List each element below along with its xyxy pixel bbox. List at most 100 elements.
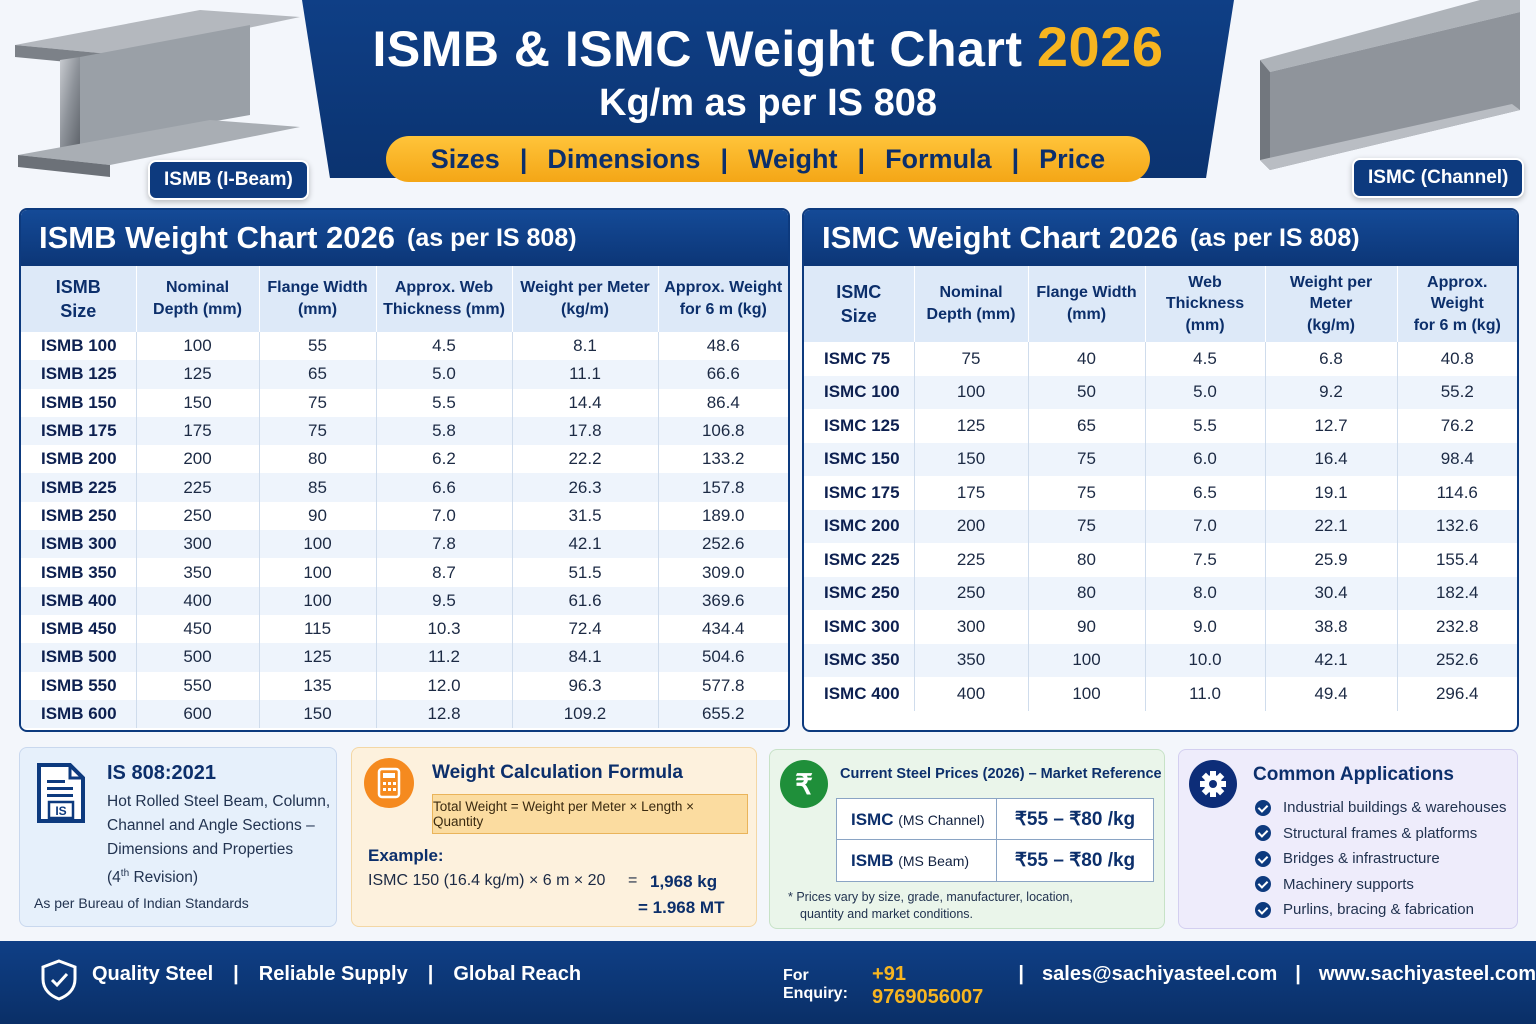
ismb-size-cell: ISMB 500 (21, 643, 137, 672)
ismb-value-cell: 350 (136, 558, 260, 587)
ismb-table: ISMB Size Nominal Depth (mm) Flange Width (mm… (21, 266, 788, 729)
enquiry-label: For Enquiry: (783, 967, 848, 1002)
ismb-value-cell: 125 (259, 643, 377, 672)
ismb-value-cell: 8.7 (376, 558, 513, 587)
ismb-value-cell: 106.8 (658, 416, 788, 446)
ismc-value-cell: 350 (914, 643, 1029, 677)
ismc-value-cell: 4.5 (1145, 342, 1266, 376)
ismb-table-row: ISMB 500 500 125 11.2 84.1 504.6 (21, 643, 788, 672)
ismb-value-cell: 450 (136, 614, 260, 644)
page-title: ISMB & ISMC Weight Chart 2026 (372, 15, 1164, 78)
ismb-table-row: ISMB 350 350 100 8.7 51.5 309.0 (21, 558, 788, 587)
ismc-size-cell: ISMC 350 (804, 643, 915, 677)
ismc-table-row: ISMC 225 225 80 7.5 25.9 155.4 (804, 543, 1517, 577)
ismc-value-cell: 200 (914, 509, 1029, 543)
website-link[interactable]: www.sachiyasteel.com (1318, 963, 1536, 985)
ismc-value-cell: 80 (1028, 576, 1146, 610)
ismb-value-cell: 5.8 (376, 416, 513, 446)
applications-list: Industrial buildings & warehouses Structu… (1255, 795, 1506, 923)
ismc-value-cell: 7.5 (1145, 543, 1266, 577)
ismc-value-cell: 250 (914, 576, 1029, 610)
ismb-value-cell: 150 (259, 699, 377, 729)
ismb-value-cell: 26.3 (512, 473, 659, 502)
ismc-value-cell: 150 (914, 442, 1029, 476)
ismb-value-cell: 252.6 (658, 530, 788, 559)
ismc-value-cell: 11.0 (1145, 677, 1266, 711)
ismb-value-cell: 189.0 (701, 505, 745, 525)
ismb-value-cell: 90 (259, 501, 377, 531)
ismc-value-cell: 9.0 (1145, 610, 1266, 644)
ismc-size-cell: ISMC 200 (804, 509, 915, 543)
ismb-column-header: Flange Width (mm) (259, 266, 377, 332)
ismb-value-cell: 133.2 (701, 449, 745, 469)
example-result-kg: 1,968 kg (650, 872, 718, 891)
ismb-value-cell: 309.0 (701, 562, 745, 582)
ismb-value-cell: 100 (259, 586, 377, 615)
ismc-value-cell: 6.5 (1145, 476, 1266, 510)
prices-title: Current Steel Prices (2026) – Market Ref… (840, 766, 1162, 782)
ismc-column-header: Web Thickness (mm) (1145, 266, 1266, 342)
ismb-panel: ISMB Weight Chart 2026 (as per IS 808) I… (19, 208, 790, 732)
ismc-table-row: ISMC 100 100 50 5.0 9.2 55.2 (804, 375, 1517, 409)
ismb-panel-title: ISMB Weight Chart 2026 (39, 220, 396, 255)
applications-title: Common Applications (1253, 764, 1454, 785)
ismb-size-cell: ISMB 350 (21, 558, 137, 587)
ismc-value-cell: 40 (1028, 342, 1146, 376)
email-link[interactable]: sales@sachiyasteel.com (1042, 963, 1278, 985)
ismb-value-cell: 400 (136, 586, 260, 615)
ismb-table-row: ISMB 450 450 115 10.3 72.4 434.4 (21, 614, 788, 644)
ismb-value-cell: 72.4 (512, 614, 659, 644)
ismb-table-row: ISMB 300 300 100 7.8 42.1 252.6 (21, 530, 788, 559)
tag-reach: Global Reach (453, 963, 582, 985)
ismc-size-cell: ISMC 400 (804, 677, 915, 711)
ismc-panel-standard: (as per IS 808) (1190, 223, 1360, 252)
ismb-size-cell: ISMB 125 (21, 360, 137, 389)
ismc-value-cell: 400 (914, 677, 1029, 711)
ismb-value-cell: 61.6 (512, 586, 659, 615)
ismc-table-row: ISMC 300 300 90 9.0 38.8 232.8 (804, 610, 1517, 644)
ismb-value-cell: 175 (136, 416, 260, 446)
ismb-value-cell: 7.0 (376, 501, 513, 531)
ismc-value-cell: 38.8 (1265, 610, 1398, 644)
ismb-value-cell: 200 (136, 445, 260, 474)
tag-quality: Quality Steel (92, 963, 214, 985)
application-item: Bridges & infrastructure (1255, 846, 1506, 872)
ismc-value-cell: 75 (1028, 509, 1146, 543)
example-expression: ISMC 150 (16.4 kg/m) × 6 m × 20 (368, 872, 606, 889)
ismc-value-cell: 65 (1028, 409, 1146, 443)
ismb-value-cell: 100 (259, 558, 377, 587)
ismb-value-cell: 100 (259, 530, 377, 559)
ismb-value-cell: 12.8 (376, 699, 513, 729)
phone-link[interactable]: +91 9769056007 (872, 963, 984, 1008)
ismc-table-row: ISMC 150 150 75 6.0 16.4 98.4 (804, 442, 1517, 476)
ismc-value-cell: 100 (914, 375, 1029, 409)
ismb-value-cell: 434.4 (701, 619, 745, 639)
ismc-value-cell: 30.4 (1265, 576, 1398, 610)
application-item: Machinery supports (1255, 872, 1506, 898)
formula-title: Weight Calculation Formula (432, 762, 683, 783)
ismb-value-cell: 504.6 (658, 643, 788, 672)
ismb-value-cell: 75 (259, 388, 377, 417)
ismb-size-cell: ISMB 175 (21, 416, 137, 446)
price-row-ismb: ISMB (MS Beam) ₹55 – ₹80 /kg (837, 840, 1153, 881)
ismc-table-row: ISMC 175 175 75 6.5 19.1 114.6 (804, 476, 1517, 510)
ismb-size-cell: ISMB 550 (21, 671, 137, 700)
ismc-value-cell: 300 (914, 610, 1029, 644)
ismc-value-cell: 50 (1028, 375, 1146, 409)
price-value-ismb: ₹55 – ₹80 /kg (1014, 850, 1136, 871)
ismb-column-header: ISMB Size (21, 266, 137, 332)
footer-tags: Quality Steel | Reliable Supply | Global… (92, 963, 582, 985)
ismc-value-cell: 16.4 (1265, 442, 1398, 476)
footer-bar: Quality Steel | Reliable Supply | Global… (0, 941, 1536, 1024)
ismb-table-row: ISMB 225 225 85 6.6 26.3 157.8 (21, 473, 788, 502)
ismc-size-cell: ISMC 250 (804, 576, 915, 610)
ismb-value-cell: 51.5 (512, 558, 659, 587)
shield-icon (40, 958, 78, 1007)
ismc-column-header: Weight per Meter (kg/m) (1265, 266, 1398, 342)
example-result-mt: = 1.968 MT (638, 898, 725, 917)
ismb-value-cell: 577.8 (701, 675, 745, 695)
ismc-image-tag: ISMC (Channel) (1352, 158, 1525, 198)
ismb-size-cell: ISMB 150 (21, 388, 137, 417)
ismb-value-cell: 100 (136, 332, 260, 361)
ismb-column-header: Approx. Weight for 6 m (kg) (658, 266, 788, 332)
